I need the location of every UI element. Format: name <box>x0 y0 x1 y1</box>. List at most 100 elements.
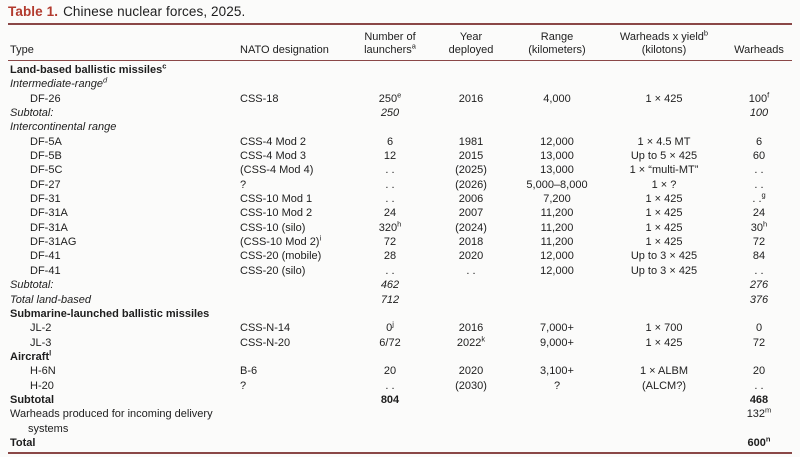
cell-range: 5,000–8,000 <box>526 178 588 191</box>
footnote-marker: d <box>102 75 108 85</box>
footnote-marker: i <box>319 233 322 243</box>
cell-yield: 1 × 425 <box>645 336 683 349</box>
cell-launchers: 320h <box>378 219 402 234</box>
footnote-marker: l <box>49 348 52 358</box>
footnote-marker: n <box>765 434 771 444</box>
cell-range: 7,200 <box>543 193 571 206</box>
cell-year: 2007 <box>458 207 484 220</box>
nuclear-forces-table: Type NATO designation Number of launchersa Y… <box>8 25 792 452</box>
cell-year <box>430 393 512 407</box>
footnote-marker: a <box>411 41 416 51</box>
cell-nato: ? <box>240 178 247 191</box>
cell-yield: 1 × 425 <box>645 221 683 234</box>
cell-nato <box>240 393 350 407</box>
table-row: H-6N B-6 20 2020 3,100+ 1 × ALBM 20 <box>8 364 792 378</box>
cell-yield: Up to 3 × 425 <box>630 250 698 263</box>
table-row: Warheads produced for incoming delivery … <box>8 405 792 436</box>
cell-warheads <box>726 350 792 364</box>
cell-type: DF-31AG <box>30 236 77 249</box>
cell-type: DF-5C <box>30 164 63 177</box>
cell-yield <box>602 393 726 407</box>
cell-year <box>430 77 512 91</box>
cell-warheads: 100 <box>749 107 769 120</box>
footnote-marker: g <box>761 190 766 200</box>
cell-type: H-20 <box>30 379 54 392</box>
cell-yield <box>602 436 726 452</box>
cell-range <box>512 77 602 91</box>
cell-nato: CSS-20 (mobile) <box>240 250 322 263</box>
column-header-year: Year deployed <box>430 25 512 61</box>
cell-year <box>430 61 512 78</box>
cell-year: (2030) <box>455 379 487 392</box>
cell-nato: CSS-4 Mod 2 <box>240 135 307 148</box>
table-row: DF-31A CSS-10 Mod 2 24 2007 11,200 1 × 425 24 <box>8 206 792 220</box>
nuclear-forces-table-wrap: Type NATO designation Number of launchersa Y… <box>8 23 792 455</box>
cell-nato <box>240 106 350 120</box>
cell-type: DF-26 <box>30 92 61 105</box>
cell-warheads: . . <box>754 264 764 277</box>
table-row: Subtotal: 462 276 <box>8 278 792 292</box>
cell-launchers: . . <box>385 178 395 191</box>
cell-warheads: 60 <box>752 150 766 163</box>
cell-warheads <box>726 61 792 78</box>
cell-warheads: 132m <box>746 405 772 421</box>
table-row: Total land-based 712 376 <box>8 293 792 307</box>
cell-warheads: 276 <box>749 279 769 292</box>
cell-range <box>512 106 602 120</box>
cell-launchers: 24 <box>383 207 397 220</box>
cell-launchers <box>350 61 430 78</box>
cell-yield: (ALCM?) <box>641 379 686 392</box>
cell-year: 2016 <box>458 92 484 105</box>
table-row: DF-5B CSS-4 Mod 3 12 2015 13,000 Up to 5 × 42… <box>8 149 792 163</box>
cell-launchers: 804 <box>380 393 400 406</box>
footnote-marker: f <box>767 90 770 100</box>
cell-warheads: 24 <box>752 207 766 220</box>
cell-type: DF-27 <box>30 178 61 191</box>
cell-year: 1981 <box>458 135 484 148</box>
table-row: H-20? . . (2030)? (ALCM?) . . <box>8 379 792 393</box>
cell-year <box>430 293 512 307</box>
cell-launchers: 72 <box>383 236 397 249</box>
cell-launchers: . . <box>385 193 395 206</box>
cell-launchers: 20 <box>383 365 397 378</box>
cell-launchers: 6 <box>386 135 394 148</box>
cell-yield <box>602 61 726 78</box>
cell-warheads: 376 <box>749 293 769 306</box>
cell-warheads: 0 <box>755 322 763 335</box>
cell-range: 12,000 <box>540 250 574 263</box>
footnote-marker: e <box>397 90 402 100</box>
cell-type: DF-5A <box>30 135 62 148</box>
cell-nato: CSS-4 Mod 3 <box>240 150 307 163</box>
cell-year: (2026) <box>455 178 487 191</box>
table-row: DF-5C (CSS-4 Mod 4) . . (2025) 13,000 1 × “mu… <box>8 163 792 177</box>
table-row: DF-41 CSS-20 (silo) . . . . 12,000 Up to 3 × … <box>8 264 792 278</box>
table-row: Subtotal: 250 100 <box>8 106 792 120</box>
cell-yield <box>602 106 726 120</box>
cell-year <box>430 278 512 292</box>
cell-year <box>430 350 512 364</box>
table-body: Land-based ballistic missilesc Intermedia… <box>8 61 792 453</box>
cell-range: 11,200 <box>540 207 574 220</box>
cell-warheads: 72 <box>752 236 766 249</box>
cell-year: (2024) <box>455 221 487 234</box>
column-header-type: Type <box>8 25 240 61</box>
cell-warheads: 30h <box>750 219 768 234</box>
cell-range: 3,100+ <box>540 365 574 378</box>
cell-year: 2006 <box>458 193 484 206</box>
cell-type: JL-2 <box>30 322 52 335</box>
column-header-warheads: Warheads <box>726 25 792 61</box>
cell-year: 2020 <box>458 250 484 263</box>
footnote-marker: k <box>481 333 486 343</box>
cell-type: Subtotal: <box>10 279 54 292</box>
table-row: Land-based ballistic missilesc <box>8 61 792 78</box>
table-row: DF-31 CSS-10 Mod 1 . . 2006 7,200 1 × 425 . .g <box>8 190 792 206</box>
table-row: DF-27? . . (2026) 5,000–8,000 1 × ? . . <box>8 178 792 192</box>
cell-nato <box>240 436 350 452</box>
cell-range <box>512 407 602 436</box>
cell-range: ? <box>553 379 561 392</box>
cell-type: Warheads produced for incoming delivery … <box>10 408 213 435</box>
cell-range <box>512 436 602 452</box>
cell-warheads: 468 <box>749 393 769 406</box>
cell-yield <box>602 278 726 292</box>
cell-year <box>430 106 512 120</box>
